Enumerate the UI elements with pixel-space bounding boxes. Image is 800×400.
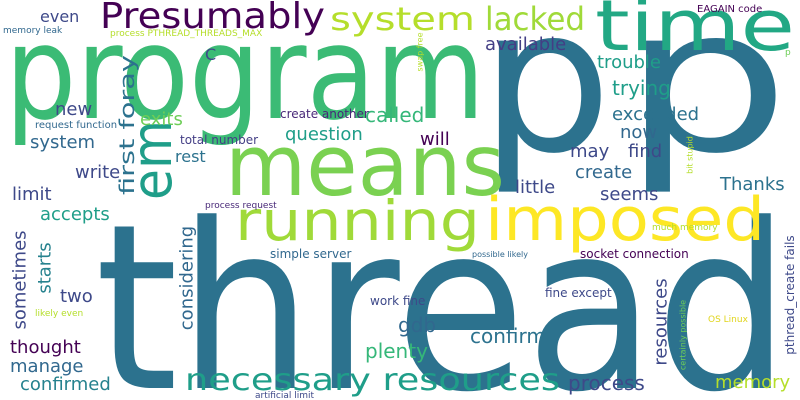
word: socket connection — [580, 247, 689, 261]
word: fine except — [545, 286, 612, 300]
word: p — [622, 0, 790, 198]
word: write — [75, 162, 120, 183]
word: process — [568, 371, 645, 395]
word: little — [515, 177, 555, 198]
word: will — [420, 129, 450, 150]
word: called — [365, 103, 424, 127]
word: confirmed — [20, 374, 111, 395]
word: request function — [35, 120, 117, 131]
word: process request — [205, 201, 277, 211]
word: exits — [140, 109, 183, 130]
word: confirm — [470, 324, 546, 348]
word: OS Linux — [708, 315, 749, 325]
word: em — [120, 120, 184, 200]
word: may — [570, 141, 610, 162]
word: bit stupid — [686, 136, 695, 174]
word: certainly possible — [679, 300, 688, 370]
word: imposed — [485, 185, 765, 255]
word: simple server — [270, 247, 351, 261]
word: first foray — [115, 55, 139, 195]
word: trying — [612, 76, 671, 100]
word: swap free — [416, 32, 425, 71]
word: EAGAIN code — [697, 4, 762, 15]
word: sometimes — [10, 230, 31, 329]
word: create another — [280, 107, 369, 121]
word: likely even — [35, 309, 83, 319]
word: memory — [715, 372, 791, 393]
word: pthread_create fails — [783, 235, 797, 354]
word: process PTHREAD_THREADS_MAX — [110, 29, 262, 39]
word: memory leak — [3, 26, 63, 36]
word: starts — [35, 242, 56, 293]
word: lacked — [485, 0, 585, 38]
word: system — [30, 132, 95, 153]
word: much memory — [652, 223, 718, 233]
word: possible likely — [472, 250, 528, 259]
word: manage — [10, 356, 84, 377]
word: limit — [12, 184, 52, 205]
word: two — [60, 286, 93, 307]
word: p — [480, 0, 612, 198]
word: artificial limit — [255, 391, 315, 400]
word: means — [225, 117, 505, 216]
word: create — [575, 162, 632, 183]
word: gdb — [398, 313, 436, 337]
word: Presumably — [100, 0, 325, 37]
word: available — [485, 34, 566, 55]
word: exceeded — [612, 104, 699, 125]
word: seems — [600, 184, 658, 205]
word: trouble — [597, 52, 661, 73]
word: time — [595, 0, 795, 67]
word: Thanks — [719, 174, 785, 195]
word: rest — [175, 147, 206, 166]
word: C — [205, 45, 216, 64]
word: considering — [177, 226, 198, 330]
word: now — [620, 122, 657, 143]
word: p — [785, 48, 791, 58]
word: find — [628, 141, 662, 162]
word: plenty — [365, 339, 428, 363]
word: work fine — [370, 294, 425, 308]
word: running — [235, 189, 480, 253]
word: program — [5, 0, 485, 149]
word: accepts — [40, 204, 110, 225]
word: necessary resources — [185, 363, 560, 398]
word: question — [285, 124, 363, 145]
word: thought — [10, 337, 81, 358]
word: new — [55, 99, 92, 120]
word: total number — [180, 133, 258, 147]
word: resources — [651, 278, 672, 365]
word: even — [40, 7, 79, 26]
word: system — [330, 0, 475, 38]
word: thread — [95, 176, 790, 400]
